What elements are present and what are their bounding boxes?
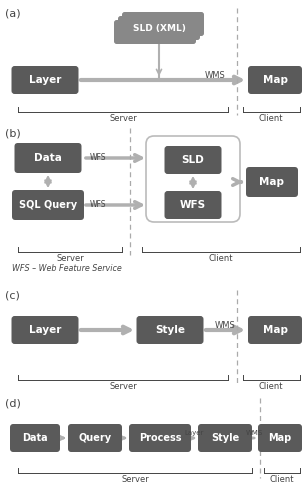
Text: Style: Style <box>155 325 185 335</box>
Text: Client: Client <box>259 114 283 123</box>
Text: WFS: WFS <box>180 200 206 210</box>
FancyBboxPatch shape <box>14 143 81 173</box>
Text: Layer: Layer <box>29 75 61 85</box>
Text: WMS: WMS <box>215 321 235 330</box>
Text: Client: Client <box>270 475 294 484</box>
FancyBboxPatch shape <box>10 424 60 452</box>
Text: Query: Query <box>78 433 111 443</box>
Text: (c): (c) <box>5 290 20 300</box>
Text: WMS: WMS <box>245 430 262 436</box>
FancyBboxPatch shape <box>248 316 302 344</box>
Text: Style: Style <box>211 433 239 443</box>
FancyBboxPatch shape <box>137 316 204 344</box>
Text: Layer: Layer <box>184 430 204 436</box>
Text: Map: Map <box>262 325 287 335</box>
Text: WMS: WMS <box>205 71 225 80</box>
Text: SLD: SLD <box>182 155 204 165</box>
FancyBboxPatch shape <box>146 136 240 222</box>
FancyBboxPatch shape <box>165 191 221 219</box>
FancyBboxPatch shape <box>12 190 84 220</box>
Text: Server: Server <box>109 382 137 391</box>
FancyBboxPatch shape <box>114 20 196 44</box>
Text: Data: Data <box>22 433 48 443</box>
FancyBboxPatch shape <box>11 316 79 344</box>
Text: Client: Client <box>259 382 283 391</box>
Text: (d): (d) <box>5 398 21 408</box>
Text: Server: Server <box>109 114 137 123</box>
Text: Map: Map <box>268 433 292 443</box>
Text: Process: Process <box>139 433 181 443</box>
FancyBboxPatch shape <box>11 66 79 94</box>
FancyBboxPatch shape <box>246 167 298 197</box>
Text: Server: Server <box>121 475 149 484</box>
Text: Map: Map <box>259 177 285 187</box>
Text: Data: Data <box>34 153 62 163</box>
Text: WFS: WFS <box>90 153 106 162</box>
Text: SQL Query: SQL Query <box>19 200 77 210</box>
FancyBboxPatch shape <box>198 424 252 452</box>
Text: WFS: WFS <box>90 200 106 209</box>
Text: Server: Server <box>56 254 84 263</box>
FancyBboxPatch shape <box>118 16 200 40</box>
FancyBboxPatch shape <box>248 66 302 94</box>
FancyBboxPatch shape <box>129 424 191 452</box>
FancyBboxPatch shape <box>68 424 122 452</box>
Text: (a): (a) <box>5 8 21 18</box>
FancyBboxPatch shape <box>122 12 204 36</box>
Text: WFS – Web Feature Service: WFS – Web Feature Service <box>12 264 122 273</box>
Text: SLD (XML): SLD (XML) <box>133 24 185 32</box>
Text: Client: Client <box>209 254 233 263</box>
Text: Map: Map <box>262 75 287 85</box>
Text: (b): (b) <box>5 128 21 138</box>
FancyBboxPatch shape <box>165 146 221 174</box>
FancyBboxPatch shape <box>258 424 302 452</box>
Text: Layer: Layer <box>29 325 61 335</box>
